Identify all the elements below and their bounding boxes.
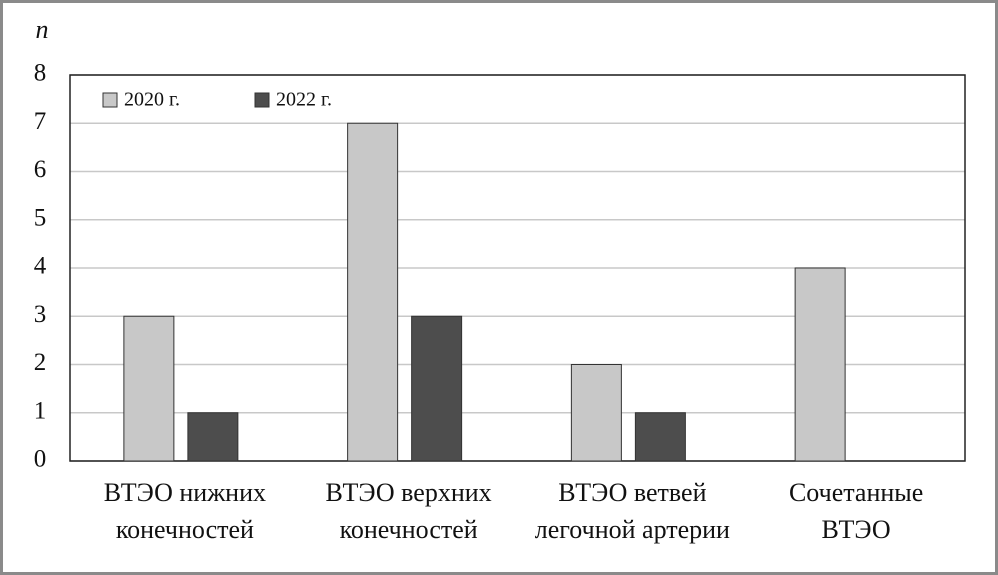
y-tick-label: 4 bbox=[34, 253, 47, 280]
y-tick-label: 8 bbox=[34, 60, 47, 87]
legend-label: 2022 г. bbox=[276, 89, 332, 111]
legend-swatch bbox=[254, 92, 270, 108]
bar bbox=[634, 412, 686, 462]
y-tick-label: 6 bbox=[34, 156, 47, 183]
x-tick-label: конечностей bbox=[340, 515, 478, 544]
legend-swatch bbox=[102, 92, 118, 108]
x-tick-label: Сочетанные bbox=[789, 478, 923, 507]
bar bbox=[411, 315, 463, 462]
x-tick-label: легочной артерии bbox=[535, 515, 730, 544]
x-tick-label: конечностей bbox=[116, 515, 254, 544]
y-tick-label: 2 bbox=[34, 349, 47, 376]
bar bbox=[187, 412, 239, 462]
bar bbox=[123, 315, 175, 462]
y-tick-label: 5 bbox=[34, 204, 47, 231]
legend-label: 2020 г. bbox=[124, 89, 180, 111]
y-axis-label: n bbox=[36, 15, 49, 44]
y-tick-label: 3 bbox=[34, 301, 47, 328]
bar bbox=[794, 267, 846, 462]
y-tick-label: 0 bbox=[34, 446, 47, 473]
x-tick-label: ВТЭО нижних bbox=[104, 478, 266, 507]
x-tick-label: ВТЭО верхних bbox=[326, 478, 492, 507]
bar bbox=[347, 122, 399, 462]
bar bbox=[570, 364, 622, 462]
x-tick-label: ВТЭО bbox=[822, 515, 891, 544]
y-tick-label: 7 bbox=[34, 108, 47, 135]
x-tick-label: ВТЭО ветвей bbox=[558, 478, 706, 507]
y-tick-label: 1 bbox=[34, 397, 47, 424]
plot-border bbox=[69, 74, 966, 462]
